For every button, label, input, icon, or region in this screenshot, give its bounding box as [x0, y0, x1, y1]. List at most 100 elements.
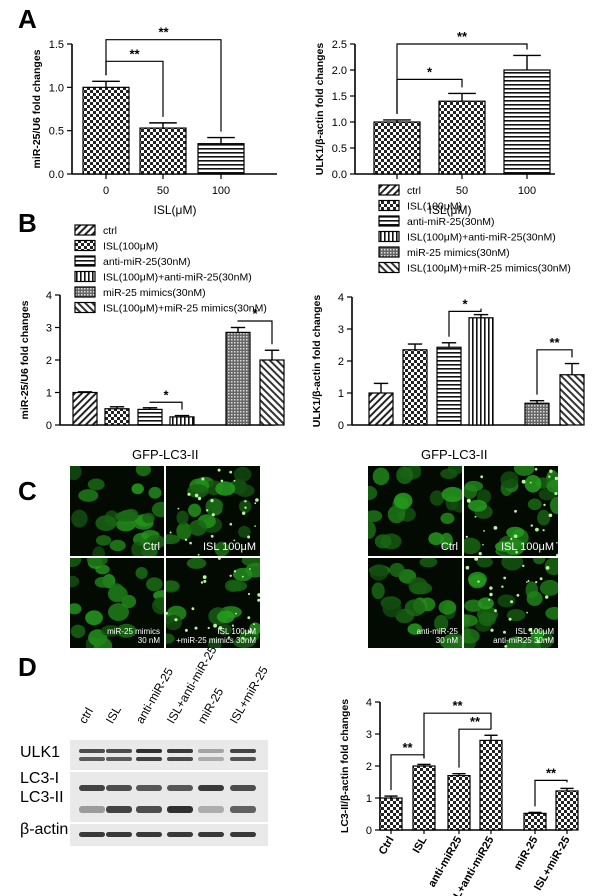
blot-band	[167, 832, 193, 837]
y-tick-label: 4	[338, 292, 344, 304]
y-tick-label: 0.0	[332, 169, 347, 181]
significance-bracket	[536, 349, 573, 395]
blot-band	[106, 785, 132, 791]
panel-letter-c: C	[18, 476, 37, 506]
y-tick-label: 3	[338, 324, 344, 336]
legend-swatch	[74, 286, 96, 298]
x-axis-label: ISL(μM)	[154, 203, 197, 217]
blot-band	[167, 757, 193, 761]
blot-band	[167, 806, 193, 813]
panel-letter-b: B	[18, 208, 37, 238]
y-axis-label: miR-25/U6 fold changes	[31, 49, 43, 168]
blot-row-label: β-actin	[20, 821, 69, 838]
significance-label: **	[457, 29, 468, 44]
y-tick-label: 1.0	[332, 117, 347, 129]
x-axis-label: ISL(μM)	[429, 203, 472, 217]
blot-band	[198, 832, 224, 837]
bar	[72, 391, 98, 426]
blot-band	[79, 806, 105, 813]
y-tick-label: 2	[46, 355, 52, 367]
significance-bracket	[237, 320, 273, 345]
blot-row-label: ULK1	[20, 744, 61, 761]
x-tick-label: Ctrl	[377, 835, 397, 857]
legend-swatch	[378, 199, 400, 212]
micro-tile-label: miR-25 mimics 30 nM	[107, 627, 160, 645]
bar	[373, 121, 421, 175]
blot-band	[106, 806, 132, 813]
significance-label: **	[402, 740, 413, 755]
y-tick-label: 1	[46, 388, 52, 400]
blot-band	[198, 806, 224, 813]
blot-band	[198, 757, 224, 761]
y-tick-label: 3	[46, 323, 52, 335]
y-tick-label: 2.0	[332, 65, 347, 77]
significance-label: *	[252, 306, 258, 321]
panel-letter-d: D	[18, 652, 37, 682]
legend-swatch	[378, 184, 400, 196]
blot-band	[79, 785, 105, 791]
bar	[368, 392, 394, 426]
significance-label: **	[452, 698, 463, 713]
legend-swatch	[378, 215, 400, 227]
y-tick-label: 0.5	[332, 143, 347, 155]
legend-label: anti-miR-25(30nM)	[407, 216, 495, 228]
significance-label: **	[549, 335, 560, 350]
bar	[104, 408, 130, 426]
micro-tile-label: anti-miR-25 30 nM	[416, 627, 458, 645]
chart-a1: 0.0 0.5 1.0 1.5 miR-25/U6 fold changes 0 50 100…	[31, 25, 277, 217]
y-tick-label: 1	[338, 388, 344, 400]
blot-band	[230, 806, 256, 813]
y-tick-label: 4	[366, 697, 372, 709]
legend-swatch	[74, 239, 96, 252]
bar	[559, 374, 585, 426]
y-tick-label: 0	[338, 420, 344, 432]
cells-image	[464, 558, 558, 648]
y-tick-label: 1	[366, 793, 372, 805]
bar	[524, 402, 550, 426]
blot-band	[106, 832, 132, 837]
significance-label: **	[158, 25, 169, 40]
y-axis-label: LC3-II/β-actin fold changes	[339, 699, 351, 833]
significance-label: *	[427, 64, 433, 79]
legend-label: ctrl	[407, 185, 421, 197]
cells-image	[166, 466, 259, 556]
blot-band	[167, 785, 193, 791]
legend-swatch	[74, 255, 96, 267]
y-axis-label: miR-25/U6 fold changes	[19, 300, 31, 419]
bar	[436, 346, 462, 426]
bar	[225, 331, 251, 426]
y-tick-label: 0	[366, 825, 372, 837]
blot-band	[79, 749, 105, 753]
bar	[402, 349, 428, 426]
chart-b1: 0 1 2 3 4 miR-25/U6 fold changes * * ctrl ISL(100…	[19, 224, 285, 432]
legend-label: ctrl	[103, 225, 117, 237]
blot-band	[198, 785, 224, 791]
cells-image	[166, 558, 260, 648]
x-tick-label: miR-25	[512, 835, 541, 873]
x-tick-label: 0	[103, 185, 109, 197]
bar	[139, 127, 187, 175]
y-tick-label: 0.0	[49, 169, 64, 181]
legend-label: ISL(100μM)	[407, 201, 462, 213]
blot-band	[79, 757, 105, 761]
blot-band	[230, 757, 256, 761]
y-tick-label: 1.5	[49, 39, 64, 51]
micro-tile-label: ISL 100μM anti-miR25 30nM	[493, 627, 554, 645]
bar	[555, 790, 579, 831]
y-tick-label: 2.5	[332, 39, 347, 51]
blot-band	[136, 806, 162, 813]
legend-swatch	[74, 270, 96, 283]
significance-bracket	[458, 728, 492, 768]
y-tick-label: 3	[366, 729, 372, 741]
legend-label: ISL(100μM)+anti-miR-25(30nM)	[103, 272, 252, 284]
micro-tile-label: Ctrl	[142, 541, 160, 553]
bar	[479, 739, 503, 831]
cells-image	[368, 466, 462, 550]
legend-label: ISL(100μM)+miR-25 mimics(30nM)	[407, 263, 571, 275]
bar	[197, 143, 245, 175]
legend-swatch	[378, 230, 400, 243]
legend-label: anti-miR-25(30nM)	[103, 256, 191, 268]
bar	[137, 408, 163, 426]
